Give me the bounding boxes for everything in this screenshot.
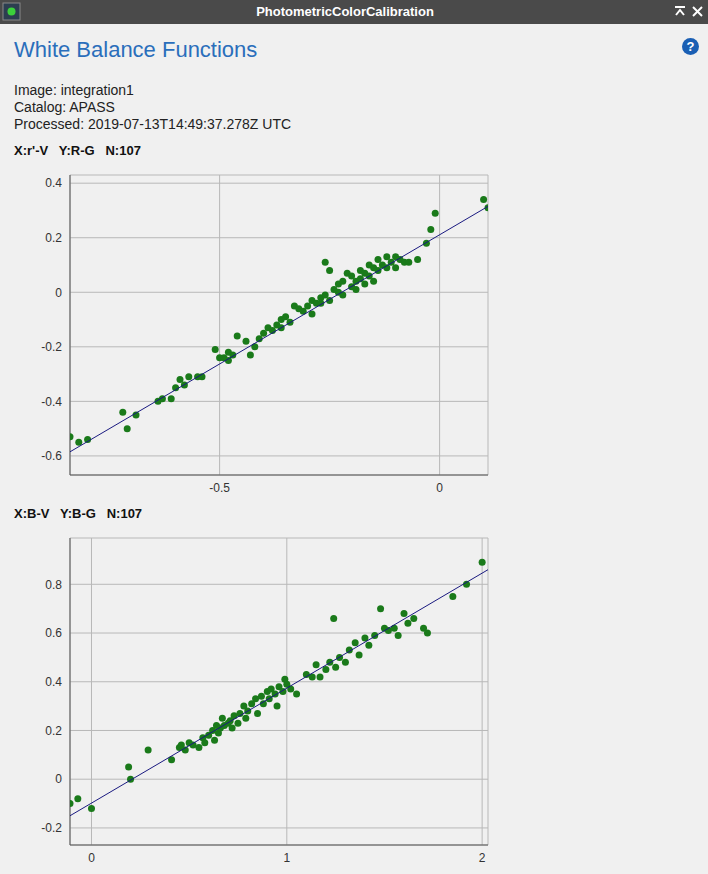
svg-text:0.2: 0.2 bbox=[45, 724, 62, 738]
svg-text:-0.2: -0.2 bbox=[41, 340, 62, 354]
html-text:X:B-V Y:B-G N:107: X:B-V Y:B-G N:107 bbox=[14, 506, 143, 521]
svg-text:0: 0 bbox=[55, 772, 62, 786]
html-text:Image: integration1: Image: integration1 bbox=[14, 82, 134, 98]
svg-text:-0.2: -0.2 bbox=[41, 821, 62, 835]
svg-text:-0.6: -0.6 bbox=[41, 449, 62, 463]
svg-text:0.4: 0.4 bbox=[45, 176, 62, 190]
svg-text:0: 0 bbox=[88, 851, 95, 865]
svg-text:0: 0 bbox=[436, 481, 443, 495]
svg-text:0: 0 bbox=[55, 286, 62, 300]
svg-text:-0.4: -0.4 bbox=[41, 395, 62, 409]
svg-text:-0.5: -0.5 bbox=[209, 481, 230, 495]
svg-text:0.4: 0.4 bbox=[45, 675, 62, 689]
html-text:PhotometricColorCalibration: PhotometricColorCalibration bbox=[256, 4, 434, 19]
svg-text:0.6: 0.6 bbox=[45, 626, 62, 640]
svg-text:1: 1 bbox=[283, 851, 290, 865]
html-text:Processed: 2019-07-13T14:49:37: Processed: 2019-07-13T14:49:37.278Z UTC bbox=[14, 116, 291, 132]
svg-text:2: 2 bbox=[479, 851, 486, 865]
html-text:Catalog: APASS: Catalog: APASS bbox=[14, 99, 115, 115]
html-text:White Balance Functions: White Balance Functions bbox=[14, 37, 258, 62]
svg-text:0.2: 0.2 bbox=[45, 231, 62, 245]
svg-text:0.8: 0.8 bbox=[45, 578, 62, 592]
html-text:X:r'-V Y:R-G N:107: X:r'-V Y:R-G N:107 bbox=[14, 143, 141, 158]
